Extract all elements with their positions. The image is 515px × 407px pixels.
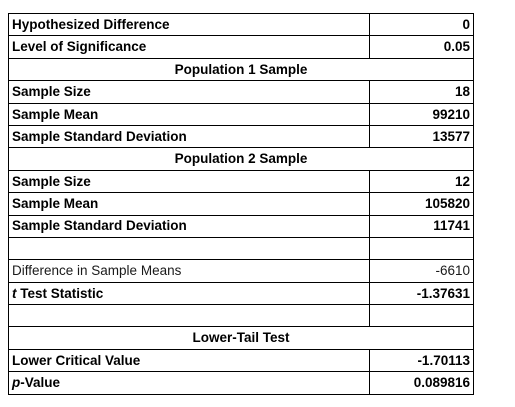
table-row: Hypothesized Difference 0 [8,12,474,37]
row-value: 0.05 [369,35,474,59]
row-value: 18 [369,80,474,104]
table-row: Sample Standard Deviation 13577 [8,124,474,149]
row-label: Hypothesized Difference [8,12,370,37]
empty-label-cell [8,236,370,261]
row-label-text: -Value [20,375,61,391]
section-header: Population 1 Sample [8,57,474,82]
table-row: Difference in Sample Means -6610 [8,259,474,283]
table-row: p-Value 0.089816 [8,371,474,395]
table-row: Sample Mean 99210 [8,102,474,126]
row-label: Difference in Sample Means [8,259,370,283]
row-label: Level of Significance [8,35,370,59]
row-label: Sample Mean [8,192,370,216]
italic-variable: t [12,285,17,301]
section-header: Lower-Tail Test [8,326,474,350]
blank-row [8,236,474,261]
row-value: -1.70113 [369,348,474,373]
section-header-row: Population 2 Sample [8,147,474,171]
italic-variable: p [12,375,21,391]
row-label: Sample Size [8,80,370,104]
section-header-row: Lower-Tail Test [8,326,474,350]
row-value: 12 [369,169,474,194]
row-value: 13577 [369,124,474,149]
table-row: Level of Significance 0.05 [8,35,474,59]
row-label: Sample Mean [8,102,370,126]
row-value: -6610 [369,259,474,283]
two-sample-t-test-table: Hypothesized Difference 0 Level of Signifi… [8,12,474,395]
table-body: Hypothesized Difference 0 Level of Signifi… [8,12,474,395]
row-label: Sample Standard Deviation [8,124,370,149]
table-row: Sample Standard Deviation 11741 [8,214,474,238]
row-value: 105820 [369,192,474,216]
row-label: Lower Critical Value [8,348,370,373]
row-label: p-Value [8,371,370,395]
table-row: Lower Critical Value -1.70113 [8,348,474,373]
blank-row [8,304,474,328]
empty-value-cell [369,236,474,261]
row-label-text: Test Statistic [16,285,104,301]
row-value: 11741 [369,214,474,238]
section-header: Population 2 Sample [8,147,474,171]
row-value: 99210 [369,102,474,126]
row-label: Sample Standard Deviation [8,214,370,238]
section-header-row: Population 1 Sample [8,57,474,82]
row-value: 0 [369,12,474,37]
table-row: t Test Statistic -1.37631 [8,281,474,306]
statistics-worksheet: Hypothesized Difference 0 Level of Signifi… [8,12,474,395]
table-row: Sample Size 18 [8,80,474,104]
row-value: -1.37631 [369,281,474,306]
row-value: 0.089816 [369,371,474,395]
empty-label-cell [8,304,370,328]
empty-value-cell [369,304,474,328]
table-row: Sample Size 12 [8,169,474,194]
row-label: t Test Statistic [8,281,370,306]
table-row: Sample Mean 105820 [8,192,474,216]
row-label: Sample Size [8,169,370,194]
